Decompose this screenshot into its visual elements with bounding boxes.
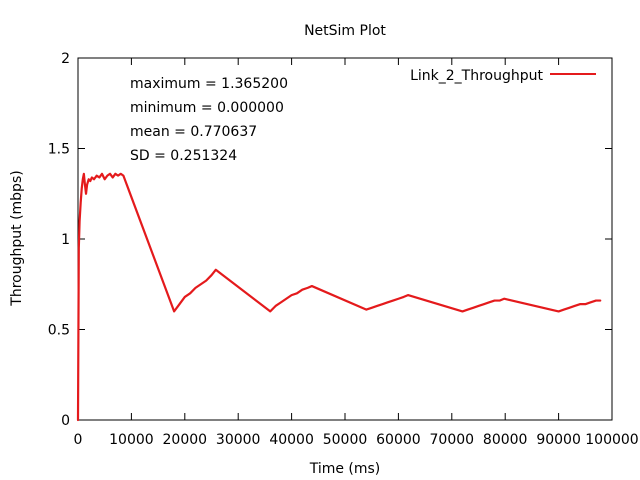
x-ticks: 0 10000 20000 30000 40000 50000 60000 70000 8000… bbox=[74, 58, 639, 448]
y-ticks: 0 0.5 1 1.5 2 bbox=[48, 51, 612, 429]
y-tick-label: 1.5 bbox=[48, 142, 70, 158]
x-tick-label: 20000 bbox=[163, 432, 208, 448]
x-tick-label: 60000 bbox=[376, 432, 421, 448]
y-tick-label: 2 bbox=[61, 51, 70, 67]
legend-label: Link_2_Throughput bbox=[410, 68, 543, 84]
chart-title: NetSim Plot bbox=[304, 23, 386, 39]
y-tick-label: 1 bbox=[61, 232, 70, 248]
x-tick-label: 80000 bbox=[483, 432, 528, 448]
series-line bbox=[76, 172, 602, 422]
y-tick-label: 0.5 bbox=[48, 323, 70, 339]
x-tick-label: 90000 bbox=[536, 432, 581, 448]
stat-maximum: maximum = 1.365200 bbox=[130, 76, 288, 92]
series-layer bbox=[76, 172, 602, 422]
stat-sd: SD = 0.251324 bbox=[130, 148, 237, 164]
y-axis-label: Throughput (mbps) bbox=[9, 170, 25, 306]
x-tick-label: 30000 bbox=[216, 432, 261, 448]
stat-minimum: minimum = 0.000000 bbox=[130, 100, 284, 116]
x-tick-label: 10000 bbox=[109, 432, 154, 448]
stats-annotations: maximum = 1.365200 minimum = 0.000000 me… bbox=[130, 76, 288, 164]
x-tick-label: 70000 bbox=[430, 432, 475, 448]
x-tick-label: 0 bbox=[74, 432, 83, 448]
x-tick-label: 40000 bbox=[269, 432, 314, 448]
x-axis-label: Time (ms) bbox=[309, 461, 381, 477]
x-tick-label: 100000 bbox=[585, 432, 638, 448]
legend: Link_2_Throughput bbox=[410, 68, 596, 84]
stat-mean: mean = 0.770637 bbox=[130, 124, 257, 140]
y-tick-label: 0 bbox=[61, 413, 70, 429]
x-tick-label: 50000 bbox=[323, 432, 368, 448]
